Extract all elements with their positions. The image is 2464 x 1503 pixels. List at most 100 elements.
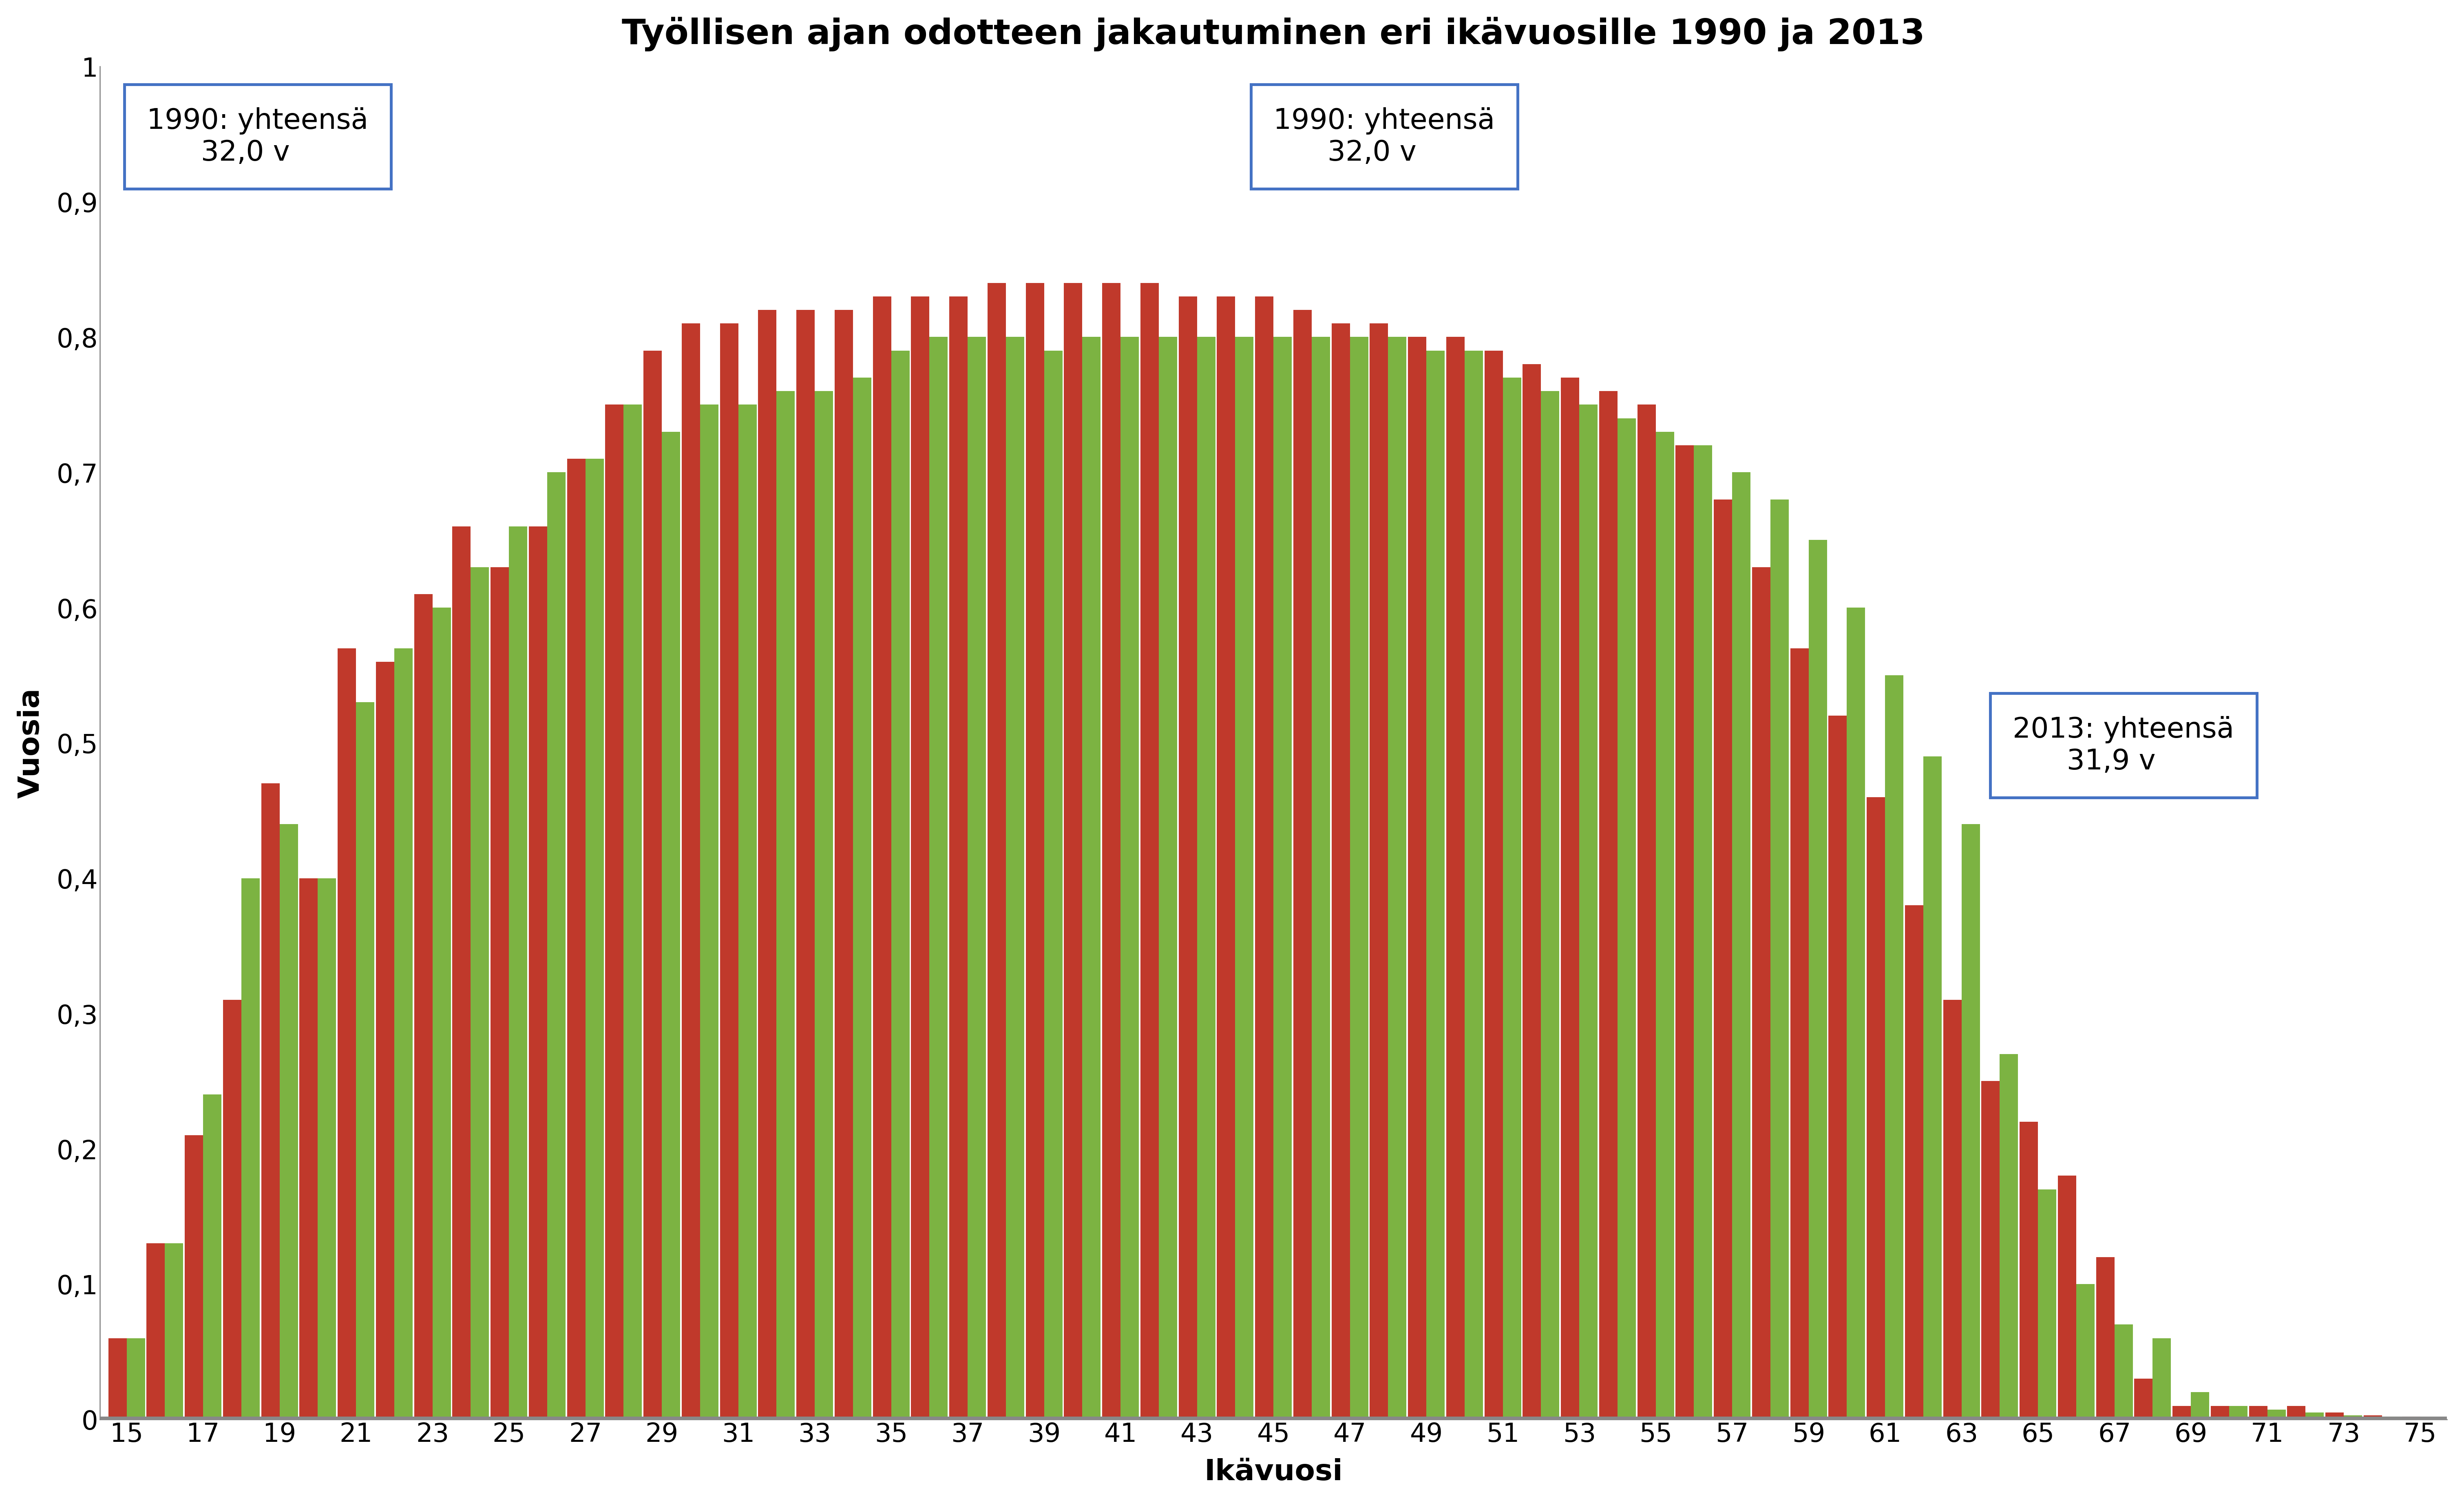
Bar (776, 391, 796, 1419)
Bar (683, 323, 700, 1419)
Bar (2097, 1257, 2114, 1419)
Bar (1579, 404, 1597, 1419)
Bar (816, 391, 833, 1419)
Bar (2190, 1392, 2210, 1419)
Bar (1885, 675, 1902, 1419)
Bar (2038, 1189, 2057, 1419)
Bar (835, 310, 853, 1419)
Bar (1503, 377, 1520, 1419)
Bar (261, 783, 278, 1419)
Bar (1045, 350, 1062, 1419)
Bar (2363, 1416, 2383, 1419)
Bar (338, 648, 355, 1419)
Bar (2343, 1416, 2363, 1419)
Bar (586, 458, 604, 1419)
Bar (1868, 797, 1885, 1419)
Bar (1427, 350, 1444, 1419)
Bar (2383, 1417, 2400, 1419)
Bar (318, 878, 335, 1419)
Bar (606, 404, 623, 1419)
Bar (547, 472, 567, 1419)
Bar (241, 878, 259, 1419)
Bar (301, 878, 318, 1419)
Bar (414, 594, 434, 1419)
Bar (988, 283, 1005, 1419)
Bar (530, 526, 547, 1419)
Bar (1924, 756, 1942, 1419)
Bar (700, 404, 719, 1419)
Bar (2057, 1175, 2077, 1419)
Bar (1981, 1081, 2001, 1419)
Bar (1005, 337, 1025, 1419)
Bar (202, 1094, 222, 1419)
Bar (2326, 1413, 2343, 1419)
Bar (1294, 310, 1311, 1419)
Bar (1082, 337, 1101, 1419)
Bar (1560, 377, 1579, 1419)
Text: 1990: yhteensä
      32,0 v: 1990: yhteensä 32,0 v (148, 107, 370, 167)
Bar (623, 404, 643, 1419)
Bar (719, 323, 739, 1419)
Bar (1752, 567, 1772, 1419)
Bar (1693, 445, 1712, 1419)
Bar (185, 1135, 202, 1419)
Bar (1446, 337, 1464, 1419)
Bar (1772, 499, 1789, 1419)
Bar (1828, 715, 1848, 1419)
Title: Työllisen ajan odotteen jakautuminen eri ikävuosille 1990 ja 2013: Työllisen ajan odotteen jakautuminen eri… (621, 17, 1924, 51)
Bar (2134, 1378, 2154, 1419)
Bar (1599, 391, 1616, 1419)
Bar (1158, 337, 1178, 1419)
Bar (853, 377, 872, 1419)
Bar (126, 1338, 145, 1419)
Bar (1101, 283, 1121, 1419)
Bar (453, 526, 471, 1419)
Bar (394, 648, 411, 1419)
Bar (1064, 283, 1082, 1419)
Bar (1331, 323, 1350, 1419)
Bar (224, 999, 241, 1419)
Bar (1540, 391, 1560, 1419)
Bar (872, 296, 892, 1419)
Bar (434, 607, 451, 1419)
Bar (1732, 472, 1749, 1419)
Bar (1483, 350, 1503, 1419)
Bar (2210, 1405, 2230, 1419)
Bar (892, 350, 909, 1419)
Bar (1370, 323, 1387, 1419)
Bar (2154, 1338, 2171, 1419)
Bar (1639, 404, 1656, 1419)
Bar (510, 526, 527, 1419)
Bar (1234, 337, 1254, 1419)
Bar (1198, 337, 1215, 1419)
Bar (1616, 418, 1636, 1419)
Bar (1961, 824, 1981, 1419)
Bar (1387, 337, 1407, 1419)
Bar (2001, 1054, 2018, 1419)
Bar (2077, 1284, 2094, 1419)
Bar (2267, 1410, 2287, 1419)
Text: 1990: yhteensä
      32,0 v: 1990: yhteensä 32,0 v (1274, 107, 1496, 167)
Bar (1656, 431, 1673, 1419)
Bar (1311, 337, 1331, 1419)
Bar (663, 431, 680, 1419)
X-axis label: Ikävuosi: Ikävuosi (1205, 1458, 1343, 1486)
Bar (490, 567, 510, 1419)
Bar (1809, 540, 1826, 1419)
Bar (739, 404, 756, 1419)
Bar (929, 337, 949, 1419)
Bar (1217, 296, 1234, 1419)
Bar (1791, 648, 1809, 1419)
Bar (1676, 445, 1693, 1419)
Bar (1464, 350, 1483, 1419)
Bar (759, 310, 776, 1419)
Bar (145, 1243, 165, 1419)
Bar (355, 702, 375, 1419)
Bar (1848, 607, 1865, 1419)
Bar (278, 824, 298, 1419)
Bar (2114, 1324, 2134, 1419)
Bar (2250, 1405, 2267, 1419)
Bar (2402, 1417, 2420, 1419)
Bar (643, 350, 663, 1419)
Bar (968, 337, 986, 1419)
